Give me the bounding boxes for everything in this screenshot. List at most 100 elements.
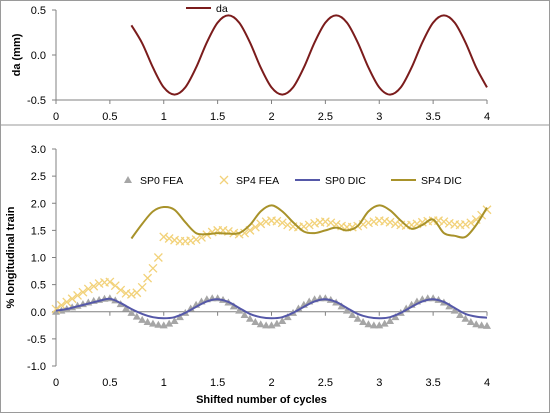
y-tick-label: 2.5 (31, 171, 46, 183)
y-tick-label: 0.5 (31, 5, 46, 17)
data-point (450, 306, 459, 314)
x-tick-label: 1 (161, 377, 167, 389)
data-point (477, 321, 486, 329)
data-point (277, 218, 287, 228)
series-sp0-dic (55, 297, 488, 320)
data-point (460, 219, 470, 229)
data-point (148, 319, 157, 327)
data-point (153, 253, 163, 262)
data-point (240, 228, 250, 238)
series-line (130, 14, 488, 96)
data-point (283, 220, 293, 230)
y-axis-title: % longitudinal train (5, 206, 17, 308)
data-point (342, 306, 351, 314)
y-tick-label: 1.0 (31, 253, 46, 265)
data-point (159, 232, 169, 242)
y-tick-label: 2.0 (31, 198, 46, 210)
legend-entry: SP0 FEA (124, 175, 183, 187)
data-point (143, 273, 153, 283)
legend-entry: SP4 FEA (219, 175, 279, 187)
data-point (439, 217, 449, 227)
data-point (320, 217, 330, 227)
data-point (369, 217, 379, 227)
data-point (51, 304, 61, 314)
series-sp0-fea (52, 294, 491, 329)
data-point (191, 235, 201, 245)
data-point (245, 314, 254, 322)
data-point (116, 285, 126, 295)
data-point (78, 287, 88, 297)
legend-label: SP0 FEA (140, 175, 183, 187)
data-point (250, 222, 260, 232)
y-tick-label: -1.0 (27, 361, 46, 373)
x-tick-label: 0 (53, 377, 59, 389)
x-tick-label: 2 (268, 377, 274, 389)
data-point (186, 236, 196, 246)
data-point (326, 218, 336, 228)
data-point (127, 308, 136, 316)
legend-entry: SP4 DIC (391, 175, 462, 187)
x-tick-label: 4 (484, 111, 490, 123)
data-point (304, 220, 314, 230)
data-point (240, 311, 249, 319)
data-point (175, 313, 184, 321)
data-point (483, 321, 491, 329)
data-point (67, 294, 77, 304)
data-point (283, 313, 292, 321)
data-point (170, 235, 179, 245)
data-point (56, 300, 66, 310)
data-point (262, 321, 271, 329)
data-point (138, 315, 147, 323)
data-point (121, 288, 131, 298)
data-point (94, 279, 104, 288)
series-line (130, 204, 488, 240)
legend-label: da (216, 3, 228, 15)
legend-label: SP4 FEA (236, 175, 279, 187)
data-point (261, 217, 271, 227)
y-tick-label: 0.0 (31, 307, 46, 319)
data-point (148, 263, 158, 273)
x-tick-label: 1 (161, 111, 167, 123)
legend-swatch (219, 175, 229, 185)
x-tick-label: 2.5 (318, 377, 333, 389)
y-tick-label: 0.5 (31, 280, 46, 292)
series-line (55, 297, 488, 320)
data-point (385, 217, 395, 227)
data-point (165, 319, 174, 327)
panel-bottom: 3.0 2.5 2.0 1.5 1.0 0.5 0.0 -0.5 -1.0 0 0.5 1 1.5 2 2.… (5, 144, 492, 406)
data-point (251, 318, 260, 326)
x-tick-label: 4 (484, 377, 490, 389)
data-point (386, 316, 395, 324)
data-point (369, 321, 378, 329)
x-tick-label: 2 (268, 111, 274, 123)
y-tick-label: 0.0 (31, 50, 46, 62)
data-point (466, 318, 475, 326)
y-axis-title: da (mm) (11, 33, 23, 76)
data-point (310, 218, 320, 228)
legend-swatch (124, 176, 132, 183)
data-point (359, 318, 368, 326)
legend-label: SP0 DIC (325, 175, 366, 187)
data-point (272, 216, 282, 226)
data-point (62, 297, 72, 307)
data-point (380, 216, 390, 226)
series-sp4-dic (130, 204, 488, 240)
x-tick-label: 0 (53, 111, 59, 123)
data-point (256, 320, 265, 328)
data-point (122, 304, 131, 312)
data-point (353, 314, 362, 322)
data-point (364, 218, 373, 228)
data-point (272, 319, 281, 327)
x-tick-label: 3 (376, 377, 382, 389)
data-point (164, 234, 174, 243)
data-point (110, 281, 120, 291)
data-point (83, 284, 93, 294)
data-point (461, 314, 470, 322)
legend-entry: SP0 DIC (295, 175, 366, 187)
data-point (472, 320, 481, 328)
series-da (130, 14, 488, 96)
data-point (154, 320, 163, 328)
data-point (391, 313, 400, 321)
